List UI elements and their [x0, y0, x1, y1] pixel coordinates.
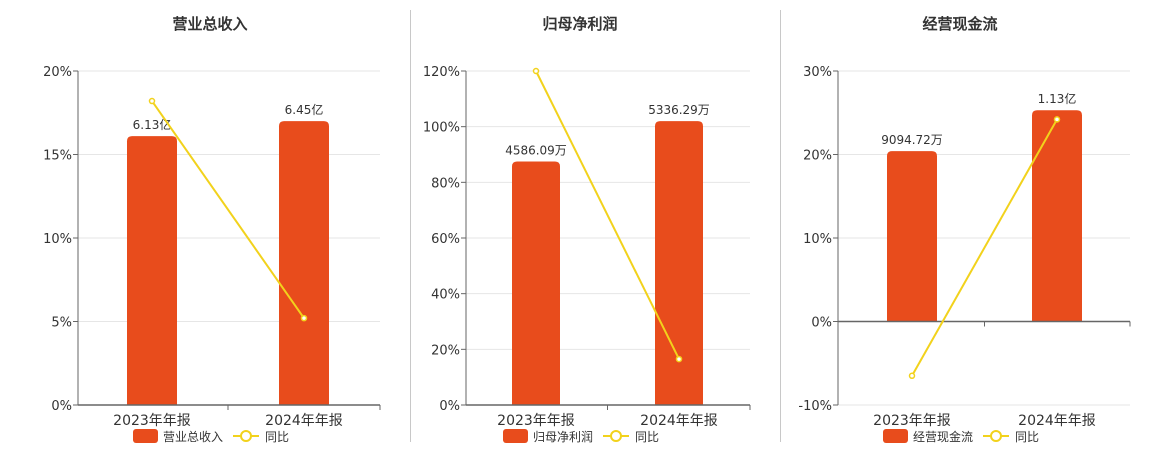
yoy-line: [535, 70, 680, 360]
y-tick-label: -10%: [798, 399, 832, 414]
legend-line-label: 同比: [265, 430, 289, 444]
legend-bar-swatch: [133, 429, 158, 443]
chart-title: 营业总收入: [172, 15, 247, 33]
y-tick-label: 100%: [423, 121, 460, 136]
x-tick-label: 2023年年报: [113, 413, 191, 429]
legend-line-marker: [240, 430, 252, 442]
x-tick-label: 2023年年报: [873, 413, 951, 429]
yoy-point: [675, 355, 683, 363]
chart-title: 经营现金流: [922, 15, 997, 33]
y-tick-label: 20%: [803, 149, 832, 164]
bar: [279, 121, 329, 405]
yoy-point: [148, 97, 156, 105]
yoy-point: [908, 372, 916, 380]
y-tick-label: 15%: [43, 149, 72, 164]
y-tick-label: 0%: [439, 399, 460, 414]
yoy-point: [1053, 116, 1061, 123]
bar: [127, 136, 177, 405]
y-tick-label: 5%: [51, 316, 72, 331]
bar-data-label: 9094.72万: [881, 133, 943, 147]
legend-bar-swatch: [883, 429, 908, 443]
y-tick-label: 80%: [431, 176, 460, 191]
bar-data-label: 1.13亿: [1038, 91, 1077, 106]
legend-bar-label: 归母净利润: [533, 430, 593, 444]
x-tick-label: 2024年年报: [265, 413, 343, 429]
legend-line-label: 同比: [635, 430, 659, 444]
chart-divider: [410, 10, 411, 442]
legend-bar-label: 营业总收入: [163, 430, 223, 444]
bar: [1032, 110, 1082, 322]
x-tick-label: 2023年年报: [497, 413, 575, 429]
y-tick-label: 120%: [423, 65, 460, 80]
y-tick-label: 60%: [431, 232, 460, 247]
chart-divider: [780, 10, 781, 442]
y-tick-label: 0%: [811, 316, 832, 331]
x-tick-label: 2024年年报: [640, 413, 718, 429]
x-tick-label: 2024年年报: [1018, 413, 1096, 429]
y-tick-label: 0%: [51, 399, 72, 414]
revenue-chart: 营业总收入 0% 5% 10% 15% 20% 6.13亿 6.45亿 2023年年报 2024年…: [43, 15, 381, 444]
cash-flow-chart: 经营现金流 -10% 0% 10% 20% 30% 9094.72万 1.13亿 2023年年报…: [798, 15, 1131, 444]
bar: [887, 151, 937, 322]
bar-data-label: 6.13亿: [133, 117, 172, 132]
y-tick-label: 20%: [43, 65, 72, 80]
legend-line-marker: [610, 430, 622, 442]
yoy-line: [911, 118, 1058, 377]
bar-data-label: 6.45亿: [285, 102, 324, 117]
y-tick-label: 30%: [803, 65, 832, 80]
legend-line-marker: [990, 430, 1002, 442]
yoy-line: [151, 100, 305, 319]
y-tick-label: 10%: [803, 232, 832, 247]
bar: [655, 121, 703, 405]
bar-data-label: 5336.29万: [648, 103, 710, 117]
y-tick-label: 20%: [431, 343, 460, 358]
legend-line-label: 同比: [1015, 430, 1039, 444]
bar-data-label: 4586.09万: [505, 143, 567, 157]
yoy-point: [532, 67, 540, 75]
legend-bar-label: 经营现金流: [913, 429, 973, 444]
chart-title: 归母净利润: [542, 15, 617, 33]
y-tick-label: 40%: [431, 288, 460, 303]
yoy-point: [300, 314, 308, 322]
legend-bar-swatch: [503, 429, 528, 443]
net-profit-chart: 归母净利润 0% 20% 40% 60% 80% 100% 120% 4586.09万 5336.…: [423, 15, 751, 444]
y-tick-label: 10%: [43, 232, 72, 247]
bar: [512, 161, 560, 405]
